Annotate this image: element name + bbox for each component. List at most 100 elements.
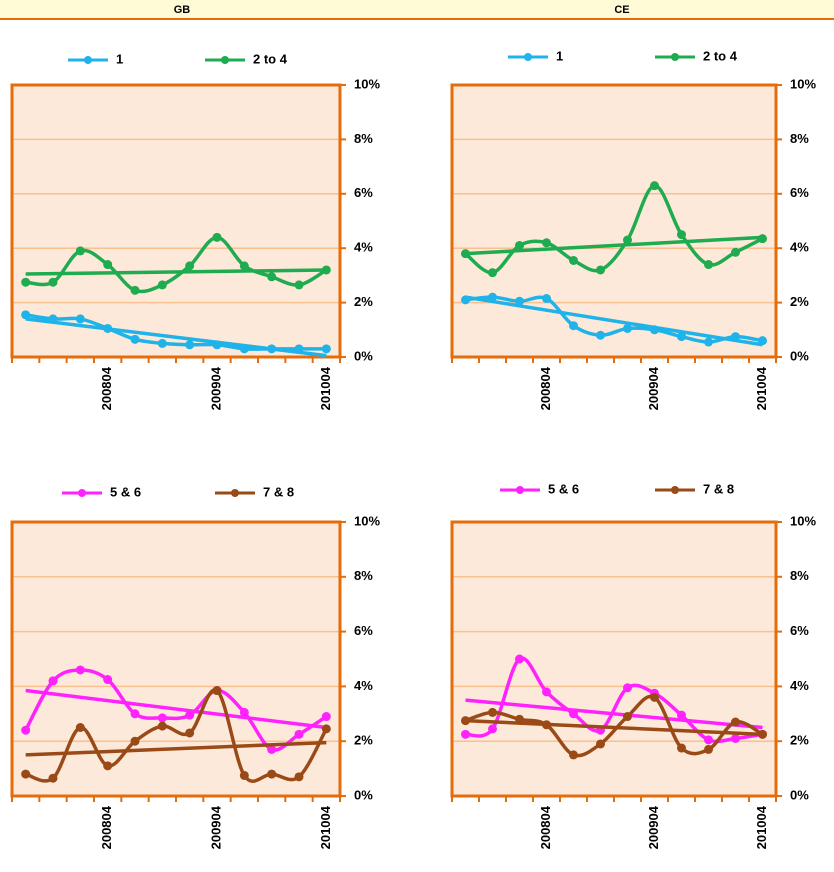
point (75, 665, 85, 675)
point (488, 292, 497, 302)
legend-label: 2 to 4 (703, 48, 738, 63)
trend-line (465, 698, 763, 730)
legend-marker (516, 486, 524, 494)
point (212, 232, 222, 242)
point (267, 769, 277, 779)
y-tick-label: 8% (790, 131, 809, 146)
y-tick-label: 10% (790, 513, 816, 528)
point (239, 707, 249, 717)
point (157, 280, 167, 290)
point (569, 750, 578, 760)
point (48, 314, 58, 324)
legend-marker (231, 489, 239, 497)
x-tick-label: 201004 (318, 366, 333, 410)
plot-area (452, 85, 776, 357)
point (130, 334, 140, 344)
y-tick-label: 4% (354, 240, 373, 255)
point (130, 709, 140, 719)
point (596, 330, 605, 340)
point (623, 235, 632, 245)
point (239, 344, 249, 354)
point (488, 707, 497, 717)
point (103, 761, 113, 771)
point (623, 683, 632, 693)
point (267, 344, 277, 354)
plot-area (452, 522, 776, 796)
y-tick-label: 8% (354, 131, 373, 146)
legend-marker (671, 486, 679, 494)
point (21, 310, 31, 320)
y-tick-label: 2% (790, 294, 809, 309)
point (185, 340, 195, 350)
point (267, 744, 277, 754)
point (596, 739, 605, 749)
y-tick-label: 8% (790, 568, 809, 583)
trend-line (25, 740, 327, 757)
y-tick-label: 6% (354, 185, 373, 200)
y-tick-label: 0% (354, 348, 373, 363)
point (731, 717, 740, 727)
legend-marker (524, 53, 532, 61)
plot-area (12, 85, 340, 357)
y-tick-label: 2% (354, 294, 373, 309)
point (239, 770, 249, 780)
point (623, 712, 632, 722)
y-tick-label: 4% (354, 678, 373, 693)
point (731, 247, 740, 257)
y-tick-label: 6% (790, 185, 809, 200)
point (185, 261, 195, 271)
point (731, 733, 740, 743)
x-tick-label: 200904 (646, 805, 661, 849)
point (294, 729, 304, 739)
point (294, 280, 304, 290)
trend-line (25, 688, 327, 730)
point (321, 724, 331, 734)
point (157, 721, 167, 731)
point (515, 714, 524, 724)
point (515, 240, 524, 250)
y-tick-label: 10% (354, 76, 380, 91)
x-tick-label: 201004 (754, 366, 769, 410)
point (294, 344, 304, 354)
legend-label: 7 & 8 (263, 484, 294, 499)
point (461, 716, 470, 726)
point (650, 181, 659, 191)
point (515, 654, 524, 664)
trend-line (465, 295, 763, 347)
point (239, 261, 249, 271)
point (212, 340, 222, 350)
point (212, 686, 222, 696)
y-tick-label: 10% (790, 76, 816, 91)
x-tick-label: 200804 (99, 366, 114, 410)
y-tick-label: 10% (354, 513, 380, 528)
legend-marker (671, 53, 679, 61)
point (542, 687, 551, 697)
point (21, 277, 31, 287)
point (21, 725, 31, 735)
x-tick-label: 200904 (646, 366, 661, 410)
point (103, 260, 113, 270)
legend-label: 7 & 8 (703, 481, 734, 496)
point (75, 246, 85, 256)
point (461, 295, 470, 305)
legend-label: 5 & 6 (110, 484, 141, 499)
legend-marker (221, 56, 229, 64)
point (542, 294, 551, 304)
y-tick-label: 0% (354, 787, 373, 802)
point (650, 325, 659, 335)
y-tick-label: 8% (354, 568, 373, 583)
point (488, 268, 497, 278)
point (623, 323, 632, 333)
point (515, 296, 524, 306)
point (542, 238, 551, 248)
point (157, 338, 167, 348)
x-tick-label: 200904 (208, 366, 223, 410)
point (130, 285, 140, 295)
point (294, 772, 304, 782)
point (321, 265, 331, 275)
point (704, 744, 713, 754)
x-tick-label: 200804 (99, 805, 114, 849)
legend-marker (78, 489, 86, 497)
